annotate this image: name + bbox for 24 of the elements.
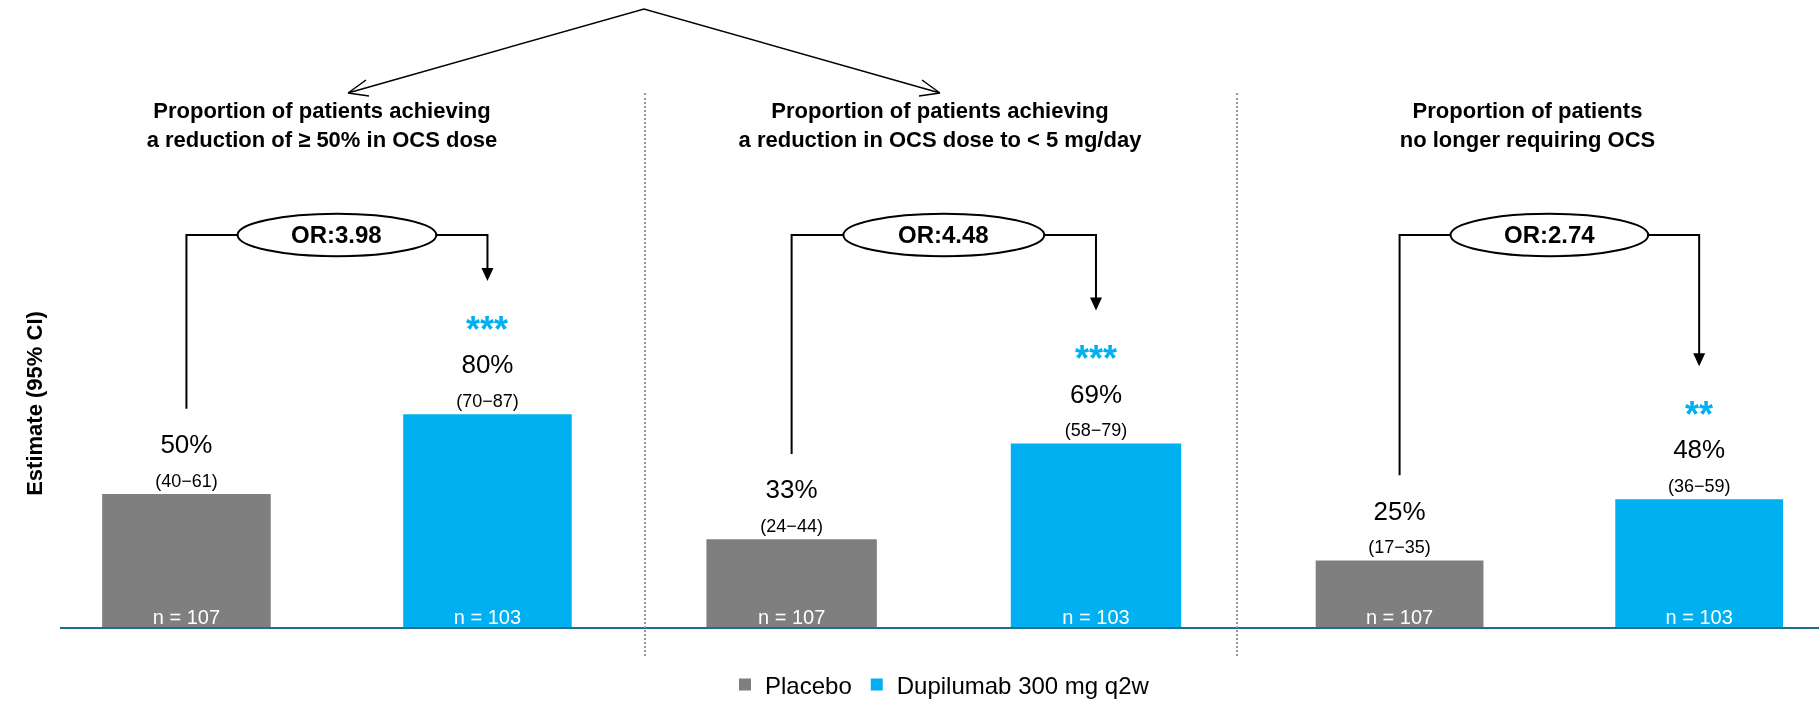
y-axis-title: Estimate (95% CI) [21, 311, 47, 496]
x-tick-label: n = 107 [1365, 606, 1434, 628]
data-label: 25% (17−35) [1368, 495, 1431, 558]
legend-label: Placebo [765, 671, 852, 699]
legend-label: Dupilumab 300 mg q2w [896, 671, 1150, 699]
annotation: *** [1075, 338, 1118, 379]
text: OR:2.74 [1504, 221, 1596, 248]
chart-title: Proportion of patients achieving a reduction in OCS dose to < 5 mg/day [738, 98, 1143, 152]
x-tick-label: n = 103 [453, 606, 522, 628]
x-tick-label: n = 107 [152, 606, 221, 628]
x-tick-label: n = 107 [757, 606, 826, 628]
text: OR:3.98 [291, 221, 382, 248]
data-label: 33% (24−44) [760, 474, 823, 537]
data-label: 48% (36−59) [1667, 434, 1731, 497]
annotation: *** [466, 309, 509, 350]
x-tick-label: n = 103 [1665, 606, 1733, 628]
text: OR:4.48 [898, 221, 989, 248]
data-label: 50% (40−61) [155, 429, 218, 491]
annotation: ** [1685, 394, 1714, 435]
data-label: 80% (70−87) [456, 349, 519, 412]
chart-title: Proportion of patients achieving a reduction of ≥ 50% in OCS dose [146, 98, 498, 152]
x-tick-label: n = 103 [1062, 606, 1130, 628]
chart-title: Proportion of patients no longer requiring OCS [1399, 98, 1656, 152]
data-label: 69% (58−79) [1064, 378, 1128, 441]
